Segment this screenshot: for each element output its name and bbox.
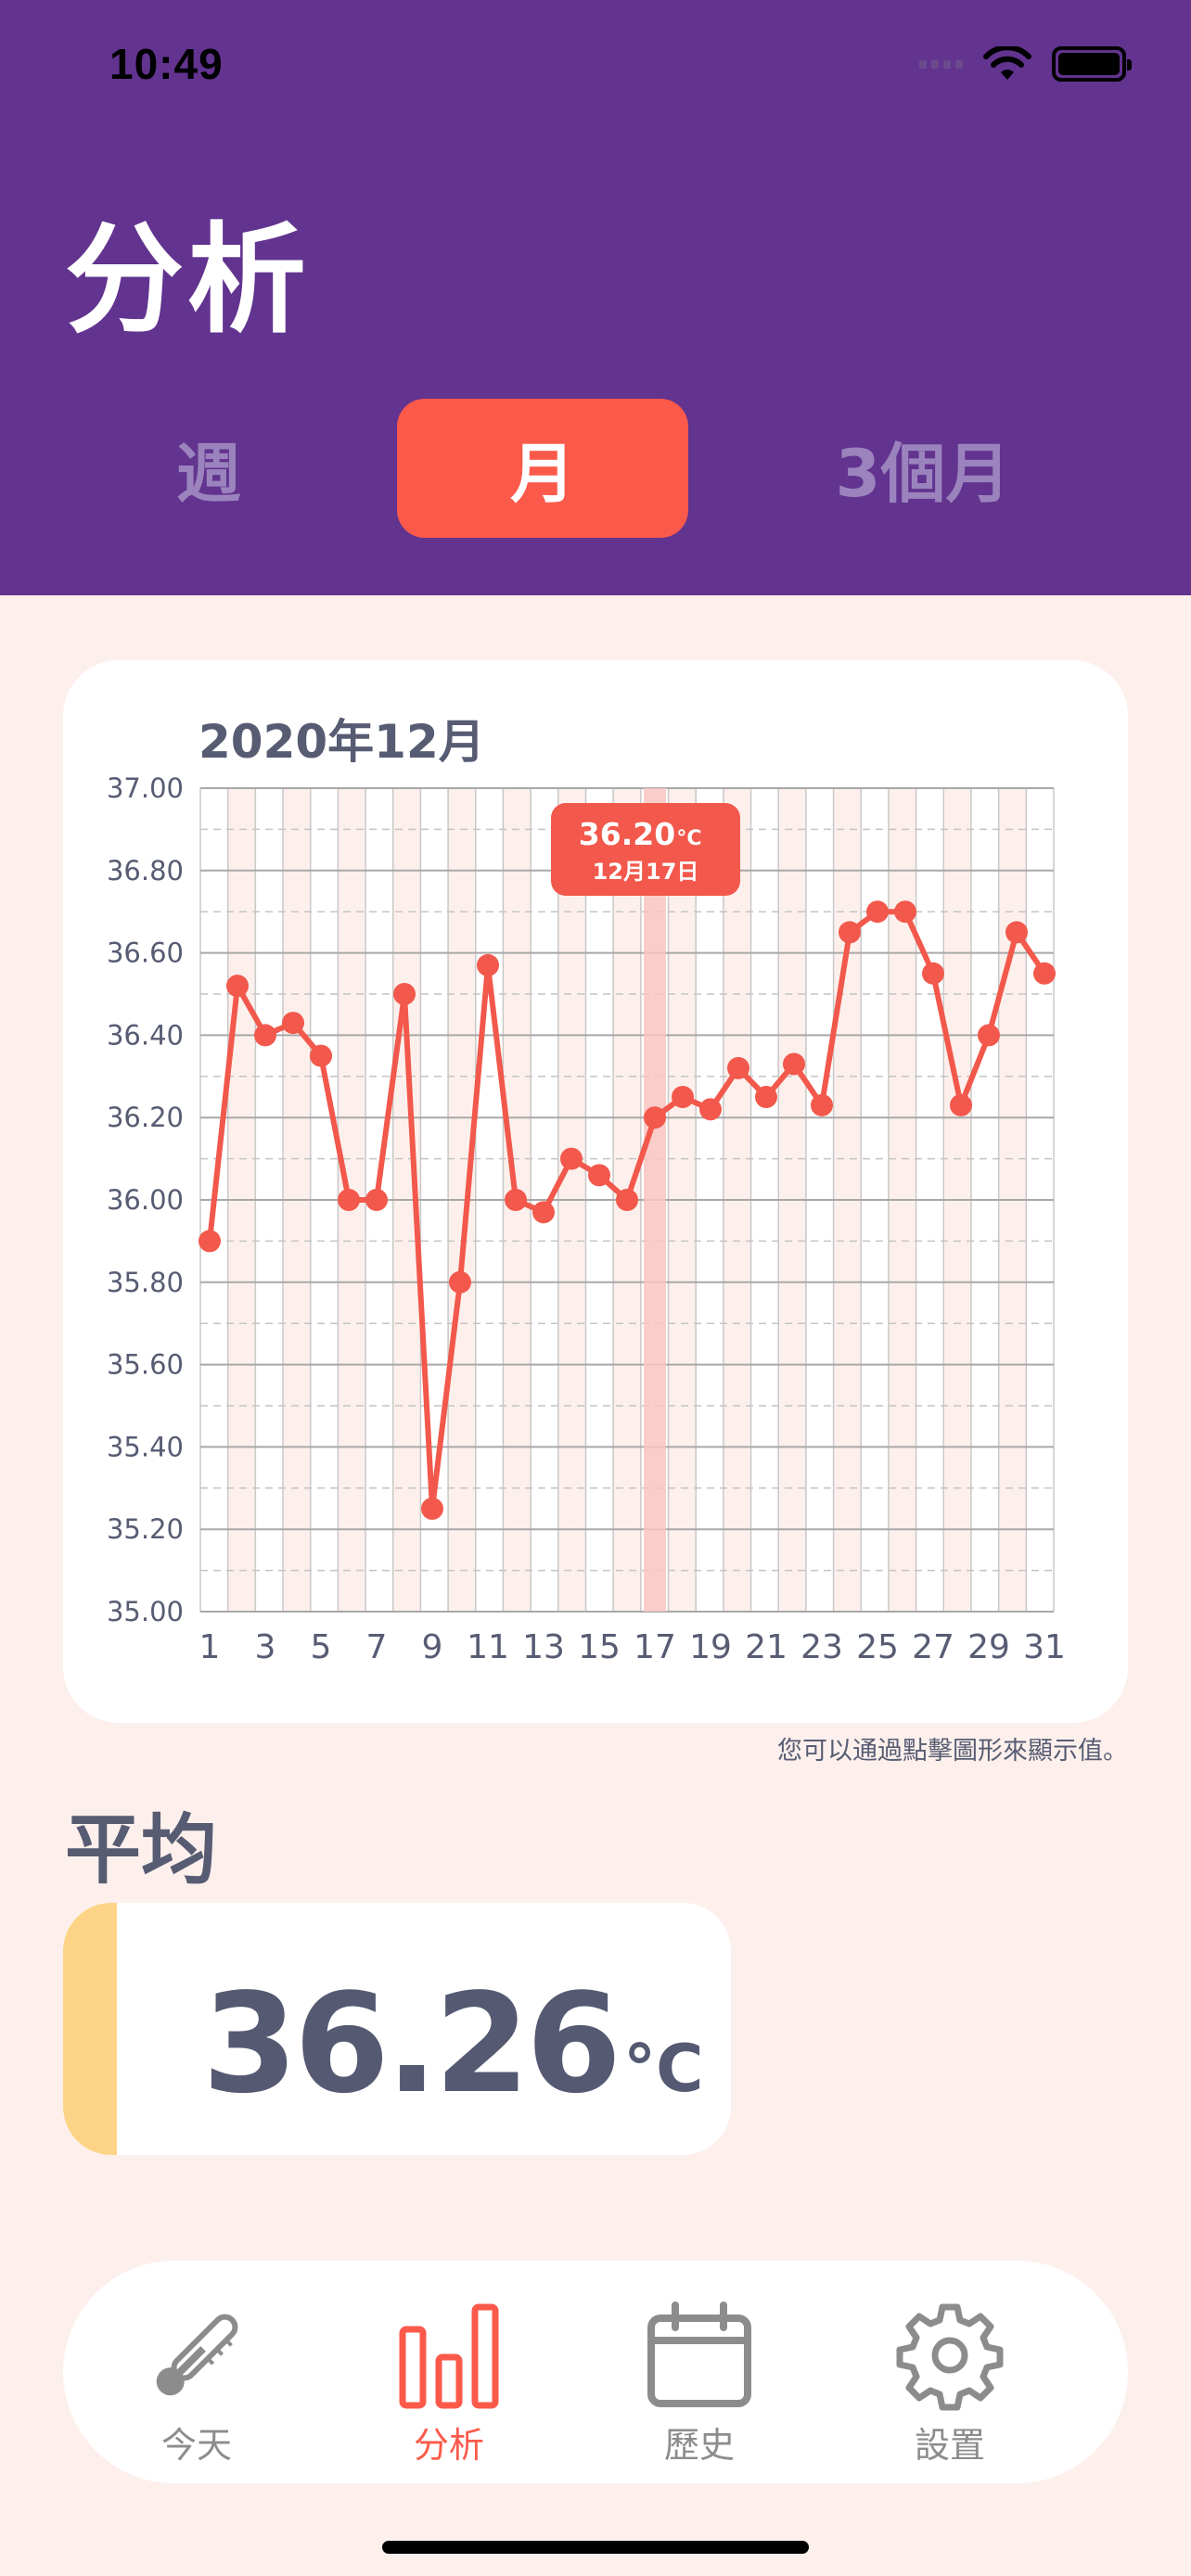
data-point: [365, 1189, 388, 1211]
data-point: [338, 1189, 360, 1211]
average-unit: °C: [623, 2031, 704, 2107]
segment-week[interactable]: 週: [176, 435, 241, 512]
chart-card: 2020年12月 37.00 36.80 36.60 36.40 36.20 36.00 3…: [63, 660, 1128, 1723]
data-point: [839, 921, 861, 944]
tab-settings[interactable]: 設置: [866, 2300, 1033, 2468]
y-tick-label: 36.40: [107, 1019, 184, 1051]
segment-3-months[interactable]: 3個月: [835, 435, 1011, 512]
data-point: [588, 1164, 610, 1187]
x-tick-label: 7: [366, 1628, 388, 1666]
tab-label-analysis: 分析: [413, 2425, 484, 2466]
data-point: [393, 983, 416, 1005]
home-indicator: [382, 2541, 809, 2554]
tab-bar: 今天 分析 歷史 設置: [63, 2261, 1128, 2483]
bar-chart-icon: [399, 2303, 499, 2409]
average-number: 36.26: [202, 1964, 621, 2123]
x-tick-label: 11: [467, 1628, 509, 1666]
data-point: [477, 953, 499, 976]
data-point: [198, 1230, 221, 1253]
data-point: [421, 1498, 443, 1520]
y-tick-label: 35.20: [107, 1513, 184, 1545]
y-tick-label: 35.40: [107, 1431, 184, 1462]
data-point: [866, 900, 889, 924]
status-icons: [919, 46, 1132, 82]
data-point: [1033, 962, 1056, 985]
data-point: [560, 1147, 583, 1170]
x-tick-label: 27: [912, 1628, 954, 1666]
chart-tooltip: 36.20 °C 12月17日: [551, 803, 740, 896]
data-point: [282, 1012, 304, 1035]
x-tick-label: 21: [745, 1628, 788, 1666]
x-tick-label: 1: [199, 1628, 221, 1666]
data-point: [672, 1086, 694, 1108]
tab-today[interactable]: 今天: [113, 2300, 280, 2468]
gear-icon: [896, 2303, 1004, 2411]
selected-day-highlight: [644, 788, 666, 1612]
tab-label-history: 歷史: [663, 2425, 735, 2466]
data-point: [811, 1093, 833, 1116]
wifi-icon: [983, 46, 1031, 80]
chart-title: 2020年12月: [198, 715, 485, 769]
y-tick-label: 36.20: [107, 1102, 184, 1133]
y-tick-label: 35.00: [107, 1596, 184, 1627]
page-title: 分析: [65, 211, 311, 350]
tab-label-today: 今天: [160, 2425, 232, 2466]
tab-label-settings: 設置: [914, 2425, 985, 2466]
header: 10:49 分析 週 月 3個月: [0, 0, 1191, 595]
data-point: [699, 1098, 722, 1121]
data-point: [532, 1201, 555, 1224]
cellular-signal-icon: [919, 59, 963, 69]
x-tick-label: 13: [522, 1628, 565, 1666]
data-point: [755, 1086, 777, 1108]
chart-hint: 您可以通過點擊圖形來顯示值。: [777, 1737, 1128, 1766]
status-time: 10:49: [109, 40, 224, 88]
average-accent-bar: [63, 1903, 117, 2155]
tooltip-box: [551, 803, 740, 896]
x-tick-label: 5: [311, 1628, 332, 1666]
data-point: [310, 1044, 332, 1067]
tooltip-unit: °C: [676, 827, 701, 850]
y-tick-label: 35.60: [107, 1349, 184, 1381]
tooltip-date: 12月17日: [593, 859, 699, 885]
data-point: [449, 1270, 471, 1294]
y-tick-label: 35.80: [107, 1267, 184, 1298]
battery-icon: [1052, 46, 1132, 82]
average-value: 36.26 °C: [202, 1964, 704, 2123]
average-card: 36.26 °C: [63, 1903, 731, 2155]
data-point: [727, 1056, 749, 1079]
data-point: [505, 1189, 527, 1211]
data-point: [950, 1093, 972, 1116]
y-tick-label: 36.00: [107, 1184, 184, 1216]
tooltip-value: 36.20: [579, 816, 675, 852]
x-tick-label: 9: [422, 1628, 443, 1666]
x-tick-label: 23: [800, 1628, 843, 1666]
data-point: [922, 962, 944, 985]
y-tick-label: 36.60: [107, 937, 184, 969]
average-label: 平均: [65, 1806, 218, 1894]
x-tick-label: 3: [255, 1628, 276, 1666]
data-point: [783, 1052, 805, 1076]
data-point: [978, 1024, 1000, 1047]
y-tick-label: 37.00: [107, 772, 184, 804]
x-tick-label: 29: [967, 1628, 1010, 1666]
x-tick-label: 25: [856, 1628, 899, 1666]
data-point: [226, 975, 249, 998]
tab-analysis[interactable]: 分析: [365, 2300, 532, 2468]
x-tick-label: 15: [578, 1628, 621, 1666]
data-point: [254, 1024, 276, 1047]
x-tick-label: 19: [689, 1628, 732, 1666]
data-point: [894, 900, 916, 924]
data-point: [644, 1106, 666, 1129]
y-tick-label: 36.80: [107, 855, 184, 886]
data-point: [1005, 921, 1028, 944]
segment-month[interactable]: 月: [397, 399, 688, 538]
temperature-chart[interactable]: 37.00 36.80 36.60 36.40 36.20 36.00 35.80 35.60…: [63, 660, 1128, 1723]
calendar-icon: [647, 2302, 751, 2407]
x-tick-label: 17: [634, 1628, 676, 1666]
thermometer-icon: [156, 2314, 238, 2396]
tab-history[interactable]: 歷史: [616, 2300, 783, 2468]
data-point: [616, 1189, 638, 1211]
x-tick-label: 31: [1023, 1628, 1066, 1666]
